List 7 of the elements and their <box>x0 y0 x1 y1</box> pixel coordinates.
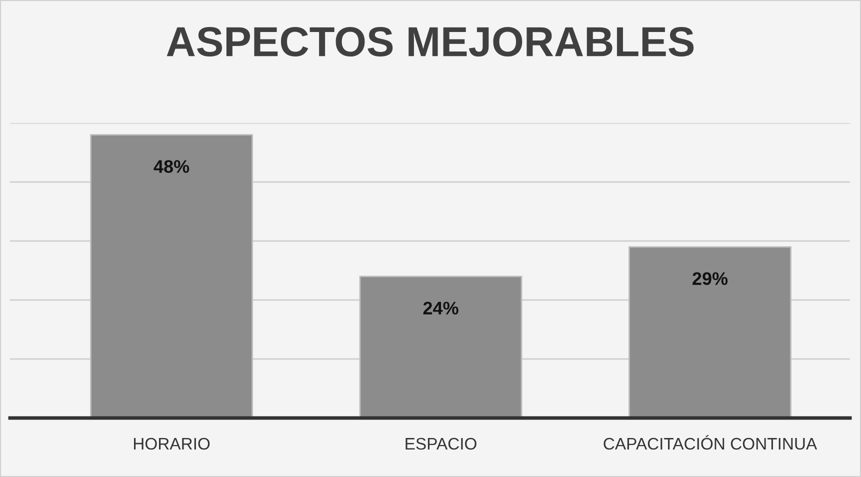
data-label: 29% <box>692 272 728 285</box>
x-tick-label: HORARIO <box>134 438 210 450</box>
x-tick-label: CAPACITACIÓN CONTINUA <box>604 435 818 450</box>
data-label: 48% <box>154 160 190 173</box>
x-tick-label: ESPACIO <box>406 438 476 450</box>
data-label: 24% <box>423 302 458 314</box>
chart-title: ASPECTOS MEJORABLES <box>166 26 694 56</box>
